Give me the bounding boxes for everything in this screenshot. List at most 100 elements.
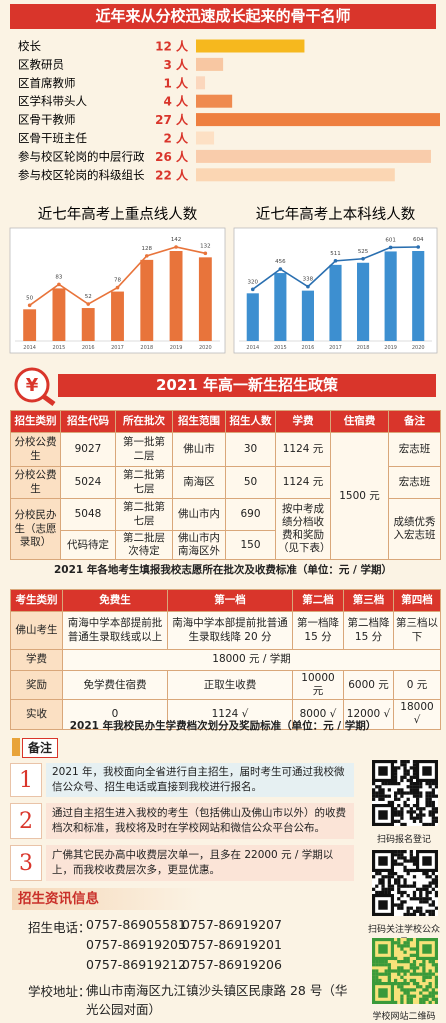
qr-caption: 扫码报名登记: [376, 835, 431, 845]
qr-module: [384, 969, 388, 973]
qr-module: [416, 794, 420, 798]
qr-module: [412, 816, 417, 820]
line-marker: [416, 245, 421, 249]
note-number: 3: [10, 845, 42, 881]
bar: [274, 273, 287, 341]
qr-module: [406, 810, 410, 814]
qr-module: [378, 797, 382, 801]
qr-module: [400, 985, 404, 989]
cell: 宏志班: [388, 466, 441, 499]
cell: 南海中学本部提前批普通生录取线或以上: [62, 611, 168, 650]
qr-module: [406, 909, 410, 913]
qr-module: [406, 872, 410, 876]
value-label: 3 人: [163, 57, 189, 72]
qr-module: [425, 872, 429, 876]
qr-module: [406, 804, 410, 808]
data-label: 456: [275, 259, 286, 265]
qr-module: [372, 794, 376, 798]
qr-module: [397, 878, 401, 882]
qr-module: [412, 788, 417, 792]
bar: [357, 262, 370, 341]
cell: 第二批第七层: [115, 466, 173, 499]
qr-module: [412, 969, 417, 973]
qr-module: [397, 903, 401, 907]
qr-module: [434, 906, 438, 910]
qr-module: [434, 985, 438, 989]
qr-module: [412, 868, 417, 873]
qr-module: [428, 897, 432, 901]
qr-module: [431, 816, 435, 820]
qr-module: [409, 810, 413, 814]
qr-module: [378, 890, 382, 895]
category-label: 区教研员: [18, 57, 64, 71]
qr-module: [428, 909, 432, 913]
qr-module: [416, 972, 420, 976]
qr-code: [372, 760, 438, 826]
qr-module: [403, 890, 407, 895]
qr-module: [431, 988, 435, 992]
qr-module: [403, 878, 407, 882]
data-label: 604: [413, 237, 424, 243]
qr-module: [381, 788, 385, 792]
address-label: 学校地址：: [28, 984, 91, 999]
qr-module: [394, 859, 398, 863]
qr-module: [431, 782, 435, 786]
qr-module: [412, 862, 417, 866]
qr-module: [394, 769, 398, 773]
qr-module: [425, 884, 429, 888]
qr-module: [419, 991, 423, 995]
qr-module: [422, 872, 426, 876]
qr-module: [409, 775, 413, 779]
qr-module: [422, 912, 426, 916]
qr-module: [400, 944, 404, 948]
qr-module: [400, 875, 404, 879]
bar: [196, 168, 395, 182]
qr-module: [409, 785, 413, 789]
cell: 分校公费生: [10, 466, 61, 499]
qr-module: [400, 853, 404, 857]
cell: 南海中学本部提前批普通生录取线降 20 分: [167, 611, 293, 650]
qr-finder: [372, 982, 395, 1004]
qr-module: [409, 807, 413, 811]
qr-module: [419, 890, 423, 895]
qr-module: [375, 972, 379, 976]
x-tick-label: 2016: [82, 345, 95, 351]
qr-module: [416, 804, 420, 808]
qr-module: [400, 816, 404, 820]
qr-module: [378, 878, 382, 882]
qr-module: [419, 897, 423, 901]
qr-module: [431, 903, 435, 907]
qr-module: [409, 791, 413, 795]
qr-module: [409, 859, 413, 863]
qr-module: [378, 978, 382, 983]
qr-module: [397, 766, 401, 770]
qr-module: [387, 884, 391, 888]
qr-module: [384, 890, 388, 895]
qr-module: [419, 894, 423, 898]
qr-module: [406, 994, 410, 998]
category-label: 参与校区轮岗的科级组长: [18, 168, 145, 182]
qr-module: [425, 900, 429, 904]
cell: 学费: [10, 649, 63, 671]
cell: 1124 √: [167, 699, 293, 730]
qr-module: [403, 859, 407, 863]
qr-module: [406, 991, 410, 995]
qr-module: [394, 903, 398, 907]
qr-module: [409, 963, 413, 967]
data-label: 50: [26, 295, 33, 301]
qr-module: [394, 807, 398, 811]
qr-module: [425, 800, 429, 805]
qr-module: [375, 890, 379, 895]
qr-module: [425, 791, 429, 795]
qr-module: [434, 807, 438, 811]
qr-module: [397, 813, 401, 817]
qr-module: [409, 988, 413, 992]
qr-module: [372, 797, 376, 801]
qr-module: [409, 994, 413, 998]
qr-module: [428, 903, 432, 907]
chart-title: 近七年高考上本科线人数: [256, 206, 416, 223]
qr-module: [412, 884, 417, 888]
qr-module: [394, 881, 398, 885]
cell: 第二档降 15 分: [343, 611, 394, 650]
